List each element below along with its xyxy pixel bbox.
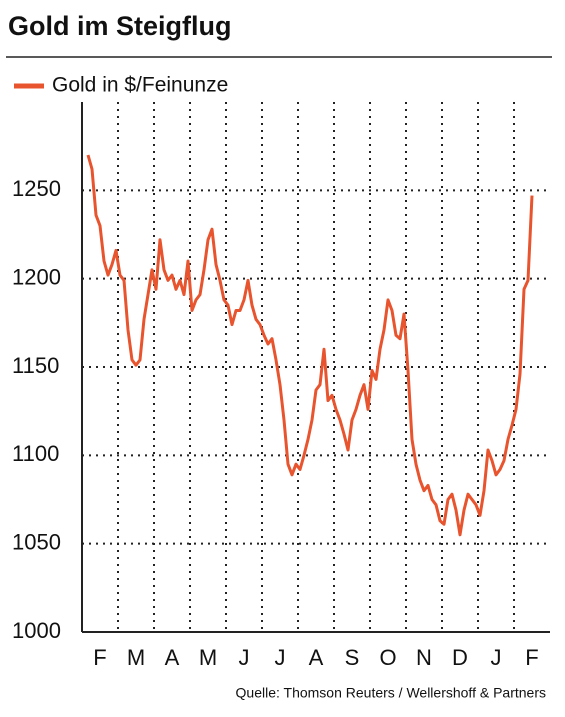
y-tick-label: 1000 bbox=[12, 618, 61, 643]
x-tick-label: A bbox=[165, 645, 180, 670]
x-tick-label: J bbox=[275, 645, 286, 670]
chart-title: Gold im Steigflug bbox=[8, 11, 232, 41]
y-tick-label: 1250 bbox=[12, 176, 61, 201]
x-tick-label: M bbox=[199, 645, 217, 670]
y-tick-label: 1200 bbox=[12, 264, 61, 289]
x-tick-label: D bbox=[452, 645, 468, 670]
x-tick-label: J bbox=[491, 645, 502, 670]
price-line bbox=[86, 154, 534, 537]
x-tick-label: F bbox=[93, 645, 106, 670]
source: Quelle: Thomson Reuters / Wellershoff & … bbox=[236, 685, 546, 701]
x-tick-label: S bbox=[345, 645, 360, 670]
x-tick-label: M bbox=[127, 645, 145, 670]
x-tick-label: N bbox=[416, 645, 432, 670]
y-tick-label: 1100 bbox=[12, 441, 59, 466]
x-tick-label: A bbox=[309, 645, 324, 670]
legend-label: Gold in $/Feinunze bbox=[52, 74, 228, 97]
x-tick-label: F bbox=[525, 645, 538, 670]
x-tick-label: J bbox=[239, 645, 250, 670]
y-tick-label: 1150 bbox=[12, 353, 59, 378]
y-tick-label: 1050 bbox=[12, 529, 61, 554]
x-tick-label: O bbox=[379, 645, 396, 670]
